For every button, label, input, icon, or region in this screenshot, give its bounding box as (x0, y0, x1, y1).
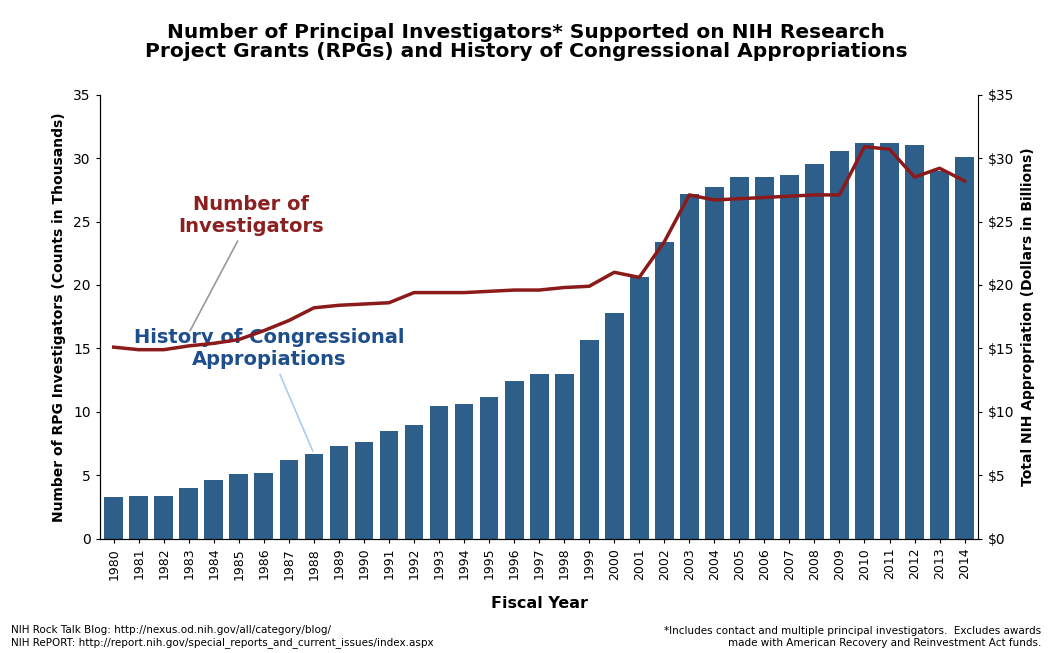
Bar (530, 374, 548, 539)
Bar (705, 187, 724, 539)
Bar (930, 171, 949, 539)
Text: Number of Principal Investigators* Supported on NIH Research: Number of Principal Investigators* Suppo… (167, 23, 885, 42)
Bar (955, 157, 974, 539)
Bar (129, 496, 148, 539)
Bar (180, 488, 198, 539)
Text: Fiscal Year: Fiscal Year (491, 596, 588, 611)
Y-axis label: Number of RPG Investigators (Counts in Thousands): Number of RPG Investigators (Counts in T… (53, 112, 66, 522)
Bar (480, 396, 499, 539)
Bar (855, 143, 874, 539)
Bar (104, 497, 123, 539)
Bar (155, 496, 174, 539)
Bar (255, 473, 274, 539)
Bar (630, 278, 649, 539)
Bar (905, 146, 924, 539)
Text: Number of
Investigators: Number of Investigators (179, 195, 324, 331)
Y-axis label: Total NIH Appropriation (Dollars in Billions): Total NIH Appropriation (Dollars in Bill… (1020, 148, 1035, 486)
Text: Project Grants (RPGs) and History of Congressional Appropriations: Project Grants (RPGs) and History of Con… (145, 42, 907, 61)
Bar (730, 177, 749, 539)
Bar (204, 481, 223, 539)
Bar (881, 143, 898, 539)
Bar (805, 165, 824, 539)
Bar (830, 150, 849, 539)
Bar (329, 446, 348, 539)
Bar (355, 442, 373, 539)
Text: History of Congressional
Appropiations: History of Congressional Appropiations (134, 328, 404, 451)
Bar (755, 177, 774, 539)
Bar (229, 474, 248, 539)
Bar (655, 242, 673, 539)
Bar (454, 404, 473, 539)
Bar (580, 340, 599, 539)
Text: *Includes contact and multiple principal investigators.  Excludes awards
made wi: *Includes contact and multiple principal… (665, 626, 1041, 648)
Bar (554, 374, 573, 539)
Bar (304, 454, 323, 539)
Bar (505, 381, 524, 539)
Bar (280, 460, 299, 539)
Bar (405, 424, 423, 539)
Bar (605, 313, 624, 539)
Bar (429, 406, 448, 539)
Bar (680, 194, 699, 539)
Text: NIH Rock Talk Blog: http://nexus.od.nih.gov/all/category/blog/
NIH RePORT: http:: NIH Rock Talk Blog: http://nexus.od.nih.… (11, 626, 433, 648)
Bar (780, 174, 798, 539)
Bar (380, 431, 399, 539)
